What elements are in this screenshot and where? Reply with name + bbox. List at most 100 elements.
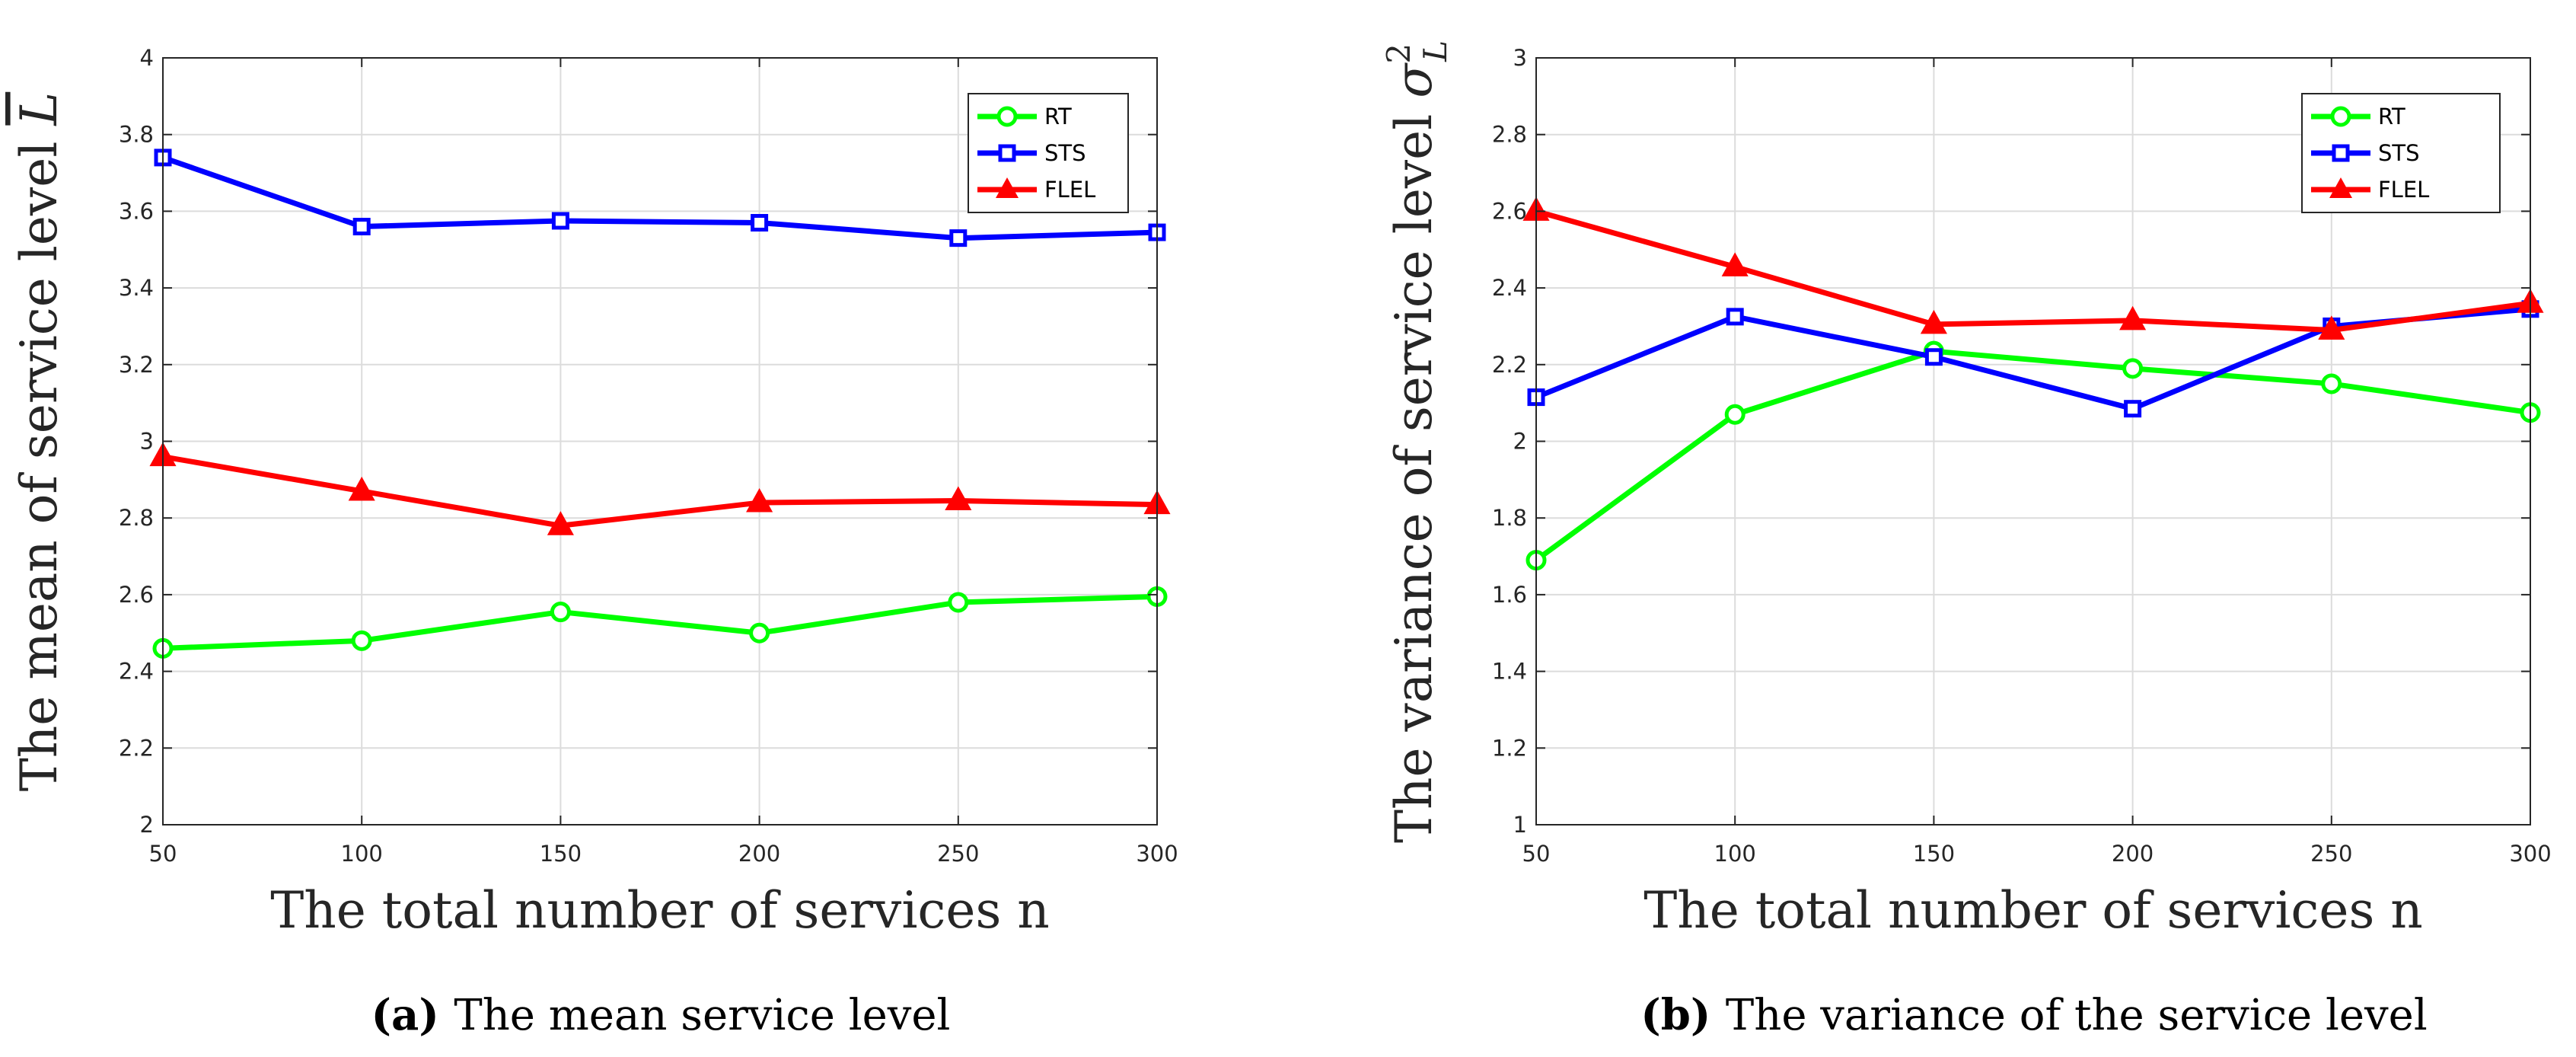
data-point-flel bbox=[348, 476, 375, 501]
y-axis-label-subscript: L bbox=[1417, 40, 1454, 62]
data-point-flel bbox=[2318, 315, 2345, 340]
data-point-flel bbox=[1920, 309, 1947, 334]
panel-b-chart: 1 1.2 1.4 1.6 1.8 2 2.2 2.4 2.6 2.8 3 50 100 150 200 25… bbox=[1380, 40, 2552, 1040]
data-point-flel bbox=[1721, 252, 1749, 276]
legend-marker-rt bbox=[2330, 106, 2351, 127]
legend-label-sts: STS bbox=[2378, 140, 2420, 166]
x-tick-label: 250 bbox=[2310, 841, 2352, 867]
y-tick-label: 3.8 bbox=[119, 122, 154, 148]
y-tick-label: 2.8 bbox=[119, 505, 154, 531]
y-axis-label-text: The mean of service level bbox=[10, 126, 69, 792]
x-axis-label: The total number of services n bbox=[1643, 881, 2423, 940]
x-tick-label: 100 bbox=[341, 841, 383, 867]
series-line-sts bbox=[161, 155, 1158, 241]
data-point-flel bbox=[547, 511, 574, 535]
y-axis-label: The mean of service level L bbox=[10, 92, 69, 792]
series-flel bbox=[149, 442, 1171, 535]
panel-caption: (a) The mean service level bbox=[371, 990, 951, 1040]
legend-marker-sts bbox=[998, 144, 1016, 162]
x-tick-label: 100 bbox=[1714, 841, 1756, 867]
data-point-sts bbox=[751, 214, 769, 232]
data-point-flel bbox=[746, 487, 773, 513]
data-point-sts bbox=[949, 229, 968, 247]
y-tick-label: 2.4 bbox=[1492, 275, 1527, 301]
y-tick-label: 3.2 bbox=[119, 352, 154, 378]
caption-paren-open: ( bbox=[1640, 990, 1661, 1040]
data-point-flel bbox=[945, 486, 972, 511]
legend-marker-sts bbox=[2332, 144, 2350, 162]
legend-marker-flel bbox=[996, 177, 1019, 198]
x-tick-label: 200 bbox=[2112, 841, 2154, 867]
x-tick-label: 300 bbox=[2509, 841, 2551, 867]
y-axis-label: The variance of service level σ2L bbox=[1380, 40, 1454, 843]
series-line-flel bbox=[1535, 209, 2531, 333]
y-tick-label: 2 bbox=[140, 812, 154, 838]
caption-paren-close: ) bbox=[1691, 990, 1726, 1040]
series-line-rt bbox=[1534, 348, 2531, 563]
data-point-rt bbox=[749, 622, 770, 643]
series-line-flel bbox=[162, 454, 1158, 528]
y-tick-label: 1.4 bbox=[1492, 659, 1527, 685]
y-tick-label: 1.6 bbox=[1492, 582, 1527, 608]
caption-text: The mean service level bbox=[454, 991, 950, 1040]
legend-label-flel: FLEL bbox=[2378, 177, 2429, 203]
legend-label-sts: STS bbox=[1044, 140, 1086, 166]
y-tick-label: 1 bbox=[1513, 812, 1527, 838]
y-tick-label: 2.8 bbox=[1492, 122, 1527, 148]
legend: RT STS FLEL bbox=[968, 93, 1129, 213]
y-axis-label-symbol: L bbox=[10, 92, 69, 126]
legend-marker-flel bbox=[2329, 177, 2352, 198]
legend: RT STS FLEL bbox=[2301, 93, 2501, 213]
data-point-flel bbox=[2119, 305, 2147, 331]
y-tick-label: 2.4 bbox=[119, 659, 154, 685]
x-tick-label: 150 bbox=[540, 841, 582, 867]
series-line-rt bbox=[162, 593, 1158, 651]
x-tick-label: 200 bbox=[738, 841, 780, 867]
y-tick-label: 2 bbox=[1513, 429, 1527, 455]
y-tick-label: 1.8 bbox=[1492, 505, 1527, 531]
data-point-rt bbox=[2122, 358, 2144, 379]
caption-letter: b bbox=[1661, 990, 1691, 1040]
legend-label-rt: RT bbox=[1044, 104, 1072, 129]
y-tick-label: 2.2 bbox=[119, 735, 154, 761]
y-tick-label: 1.2 bbox=[1492, 735, 1527, 761]
caption-letter: a bbox=[391, 990, 419, 1040]
x-axis-label: The total number of services n bbox=[270, 881, 1050, 940]
y-axis-label-text: The variance of service level bbox=[1385, 98, 1443, 843]
data-point-rt bbox=[550, 602, 571, 623]
data-point-sts bbox=[2124, 400, 2142, 418]
data-point-rt bbox=[351, 630, 372, 651]
y-axis-label-symbol: σ bbox=[1385, 62, 1443, 98]
data-point-sts bbox=[1726, 308, 1744, 326]
legend-label-flel: FLEL bbox=[1044, 177, 1095, 203]
data-point-rt bbox=[1724, 404, 1745, 425]
data-point-rt bbox=[948, 592, 969, 613]
y-tick-label: 2.2 bbox=[1492, 352, 1527, 378]
data-point-sts bbox=[551, 212, 569, 230]
panel-caption: (b) The variance of the service level bbox=[1640, 990, 2427, 1040]
x-tick-label: 50 bbox=[149, 841, 177, 867]
y-tick-label: 2.6 bbox=[119, 582, 154, 608]
data-point-sts bbox=[1924, 348, 1943, 366]
data-point-rt bbox=[2321, 373, 2342, 394]
y-tick-label: 4 bbox=[140, 45, 154, 71]
x-tick-label: 150 bbox=[1913, 841, 1955, 867]
legend-marker-rt bbox=[996, 106, 1018, 127]
y-axis-label-superscript: 2 bbox=[1380, 43, 1417, 64]
y-tick-label: 3 bbox=[1513, 45, 1527, 71]
series-flel bbox=[1522, 196, 2544, 340]
series-sts bbox=[154, 148, 1166, 247]
caption-paren-open: ( bbox=[371, 990, 392, 1040]
x-tick-label: 250 bbox=[937, 841, 979, 867]
panel-a-chart: 2 2.2 2.4 2.6 2.8 3 3.2 3.4 3.6 3.8 4 50 100 150 200 25… bbox=[10, 45, 1178, 1040]
y-tick-label: 2.6 bbox=[1492, 198, 1527, 224]
caption-text: The variance of the service level bbox=[1726, 991, 2428, 1040]
x-tick-label: 300 bbox=[1136, 841, 1178, 867]
x-tick-label: 50 bbox=[1522, 841, 1551, 867]
caption-paren-close: ) bbox=[419, 990, 454, 1040]
y-tick-label: 3.4 bbox=[119, 275, 154, 301]
y-tick-label: 3.6 bbox=[119, 198, 154, 224]
y-tick-label: 3 bbox=[140, 429, 154, 455]
legend-label-rt: RT bbox=[2378, 104, 2405, 129]
